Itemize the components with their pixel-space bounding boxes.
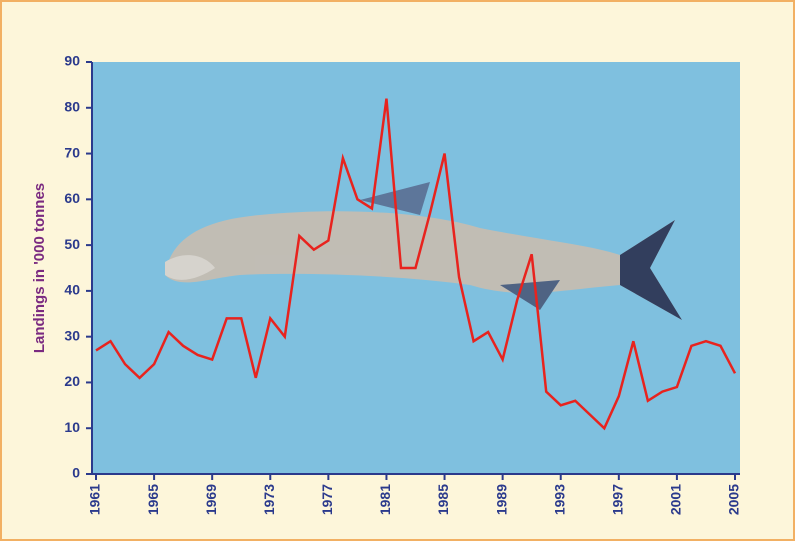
y-tick-label: 10 [64,419,80,435]
x-tick-label: 1993 [551,484,567,515]
x-tick-label: 2001 [668,484,684,515]
data-line [95,98,737,431]
y-tick-label: 40 [64,282,80,298]
y-tick-label: 60 [64,190,80,206]
x-tick-label: 1985 [435,484,451,515]
x-tick-label: 1973 [261,484,277,515]
x-tick-label: 1989 [493,484,509,515]
y-tick-label: 50 [64,236,80,252]
x-tick-label: 1981 [377,484,393,515]
y-axis-title: Landings in '000 tonnes [31,183,48,353]
y-tick-label: 90 [64,53,80,69]
x-tick-label: 1997 [610,484,626,515]
x-tick-label: 1977 [319,484,335,515]
x-tick-label: 1961 [87,484,103,515]
y-tick-label: 70 [64,144,80,160]
x-tick-label: 1965 [145,484,161,515]
y-tick-label: 80 [64,98,80,114]
x-tick-label: 2005 [726,484,742,515]
y-tick-label: 20 [64,373,80,389]
fish-picture [165,182,682,320]
x-tick-label: 1969 [203,484,219,515]
y-tick-label: 30 [64,327,80,343]
y-tick-label: 0 [72,465,80,481]
